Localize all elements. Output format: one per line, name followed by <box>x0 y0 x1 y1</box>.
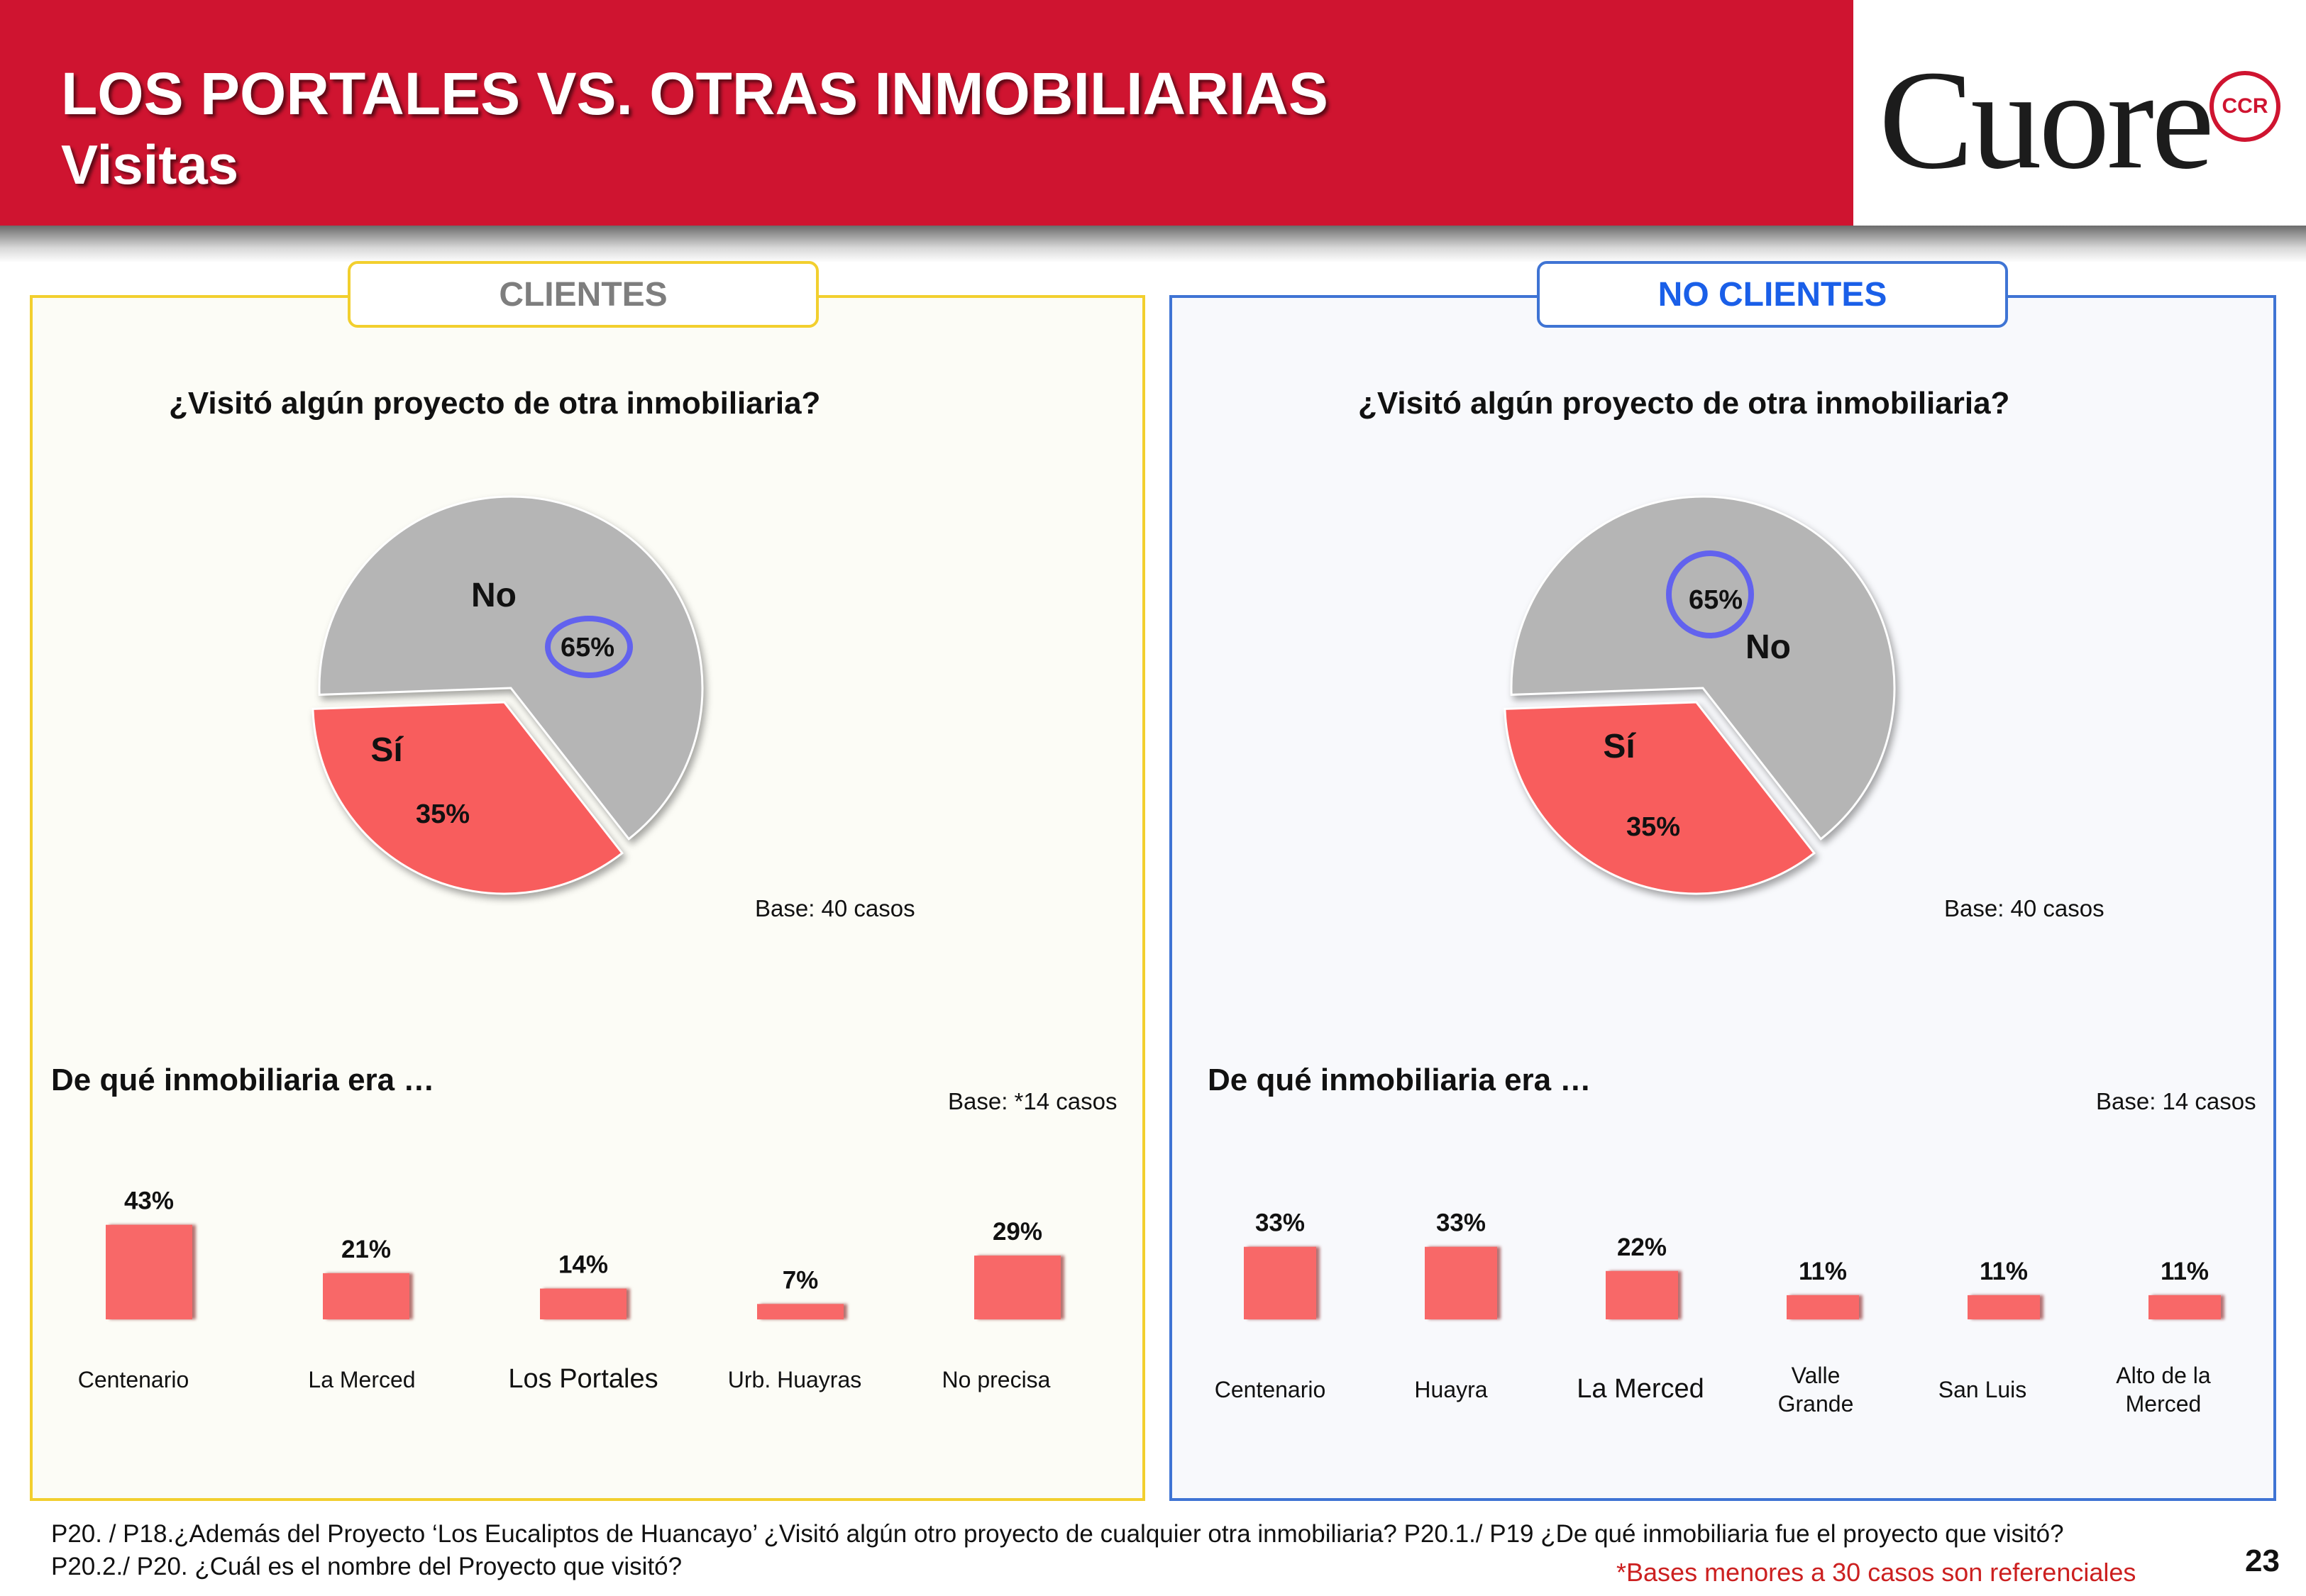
pie-slice-si <box>1504 701 1816 895</box>
bar <box>540 1288 627 1319</box>
clientes-bar-chart: 43% Centenario 21% La Merced 14% Los Portales… <box>78 1187 1061 1394</box>
bar-category-label: Alto de la <box>2116 1363 2211 1388</box>
bar-value-label: 21% <box>341 1236 391 1263</box>
bar <box>1425 1246 1497 1319</box>
tab-clientes: CLIENTES <box>348 261 819 328</box>
page-number: 23 <box>2245 1544 2280 1578</box>
no-clientes-bar-base: Base: 14 casos <box>2096 1088 2256 1114</box>
bar-value-label: 7% <box>783 1266 819 1294</box>
bar-category-label: Urb. Huayras <box>728 1367 862 1392</box>
header-bar <box>0 0 1853 226</box>
bar <box>2148 1295 2221 1319</box>
bar <box>1968 1295 2040 1319</box>
pie-slice-no <box>318 495 704 841</box>
tab-no-clientes: NO CLIENTES <box>1537 261 2008 328</box>
footnote: P20. / P18.¿Además del Proyecto ‘Los Euc… <box>51 1518 2064 1583</box>
bar-category-label: Centenario <box>1215 1377 1326 1402</box>
pie-label-no: No <box>1745 628 1791 666</box>
bar-value-label: 22% <box>1617 1234 1667 1261</box>
highlight-circle <box>545 616 633 678</box>
pie-value-no: 65% <box>561 633 614 663</box>
bar <box>323 1273 409 1319</box>
bar-category-label: San Luis <box>1938 1377 2027 1402</box>
header-shadow <box>0 226 2306 262</box>
no-clientes-bar-chart: 33% Centenario 33% Huayra 22% La Merced 11% Val… <box>1215 1209 2221 1417</box>
bar-category-label: Huayra <box>1414 1377 1487 1402</box>
bar <box>757 1304 844 1319</box>
bar-value-label: 29% <box>993 1218 1042 1246</box>
page-subtitle: Visitas <box>61 133 239 196</box>
bar-value-label: 14% <box>558 1251 608 1279</box>
clientes-pie-base: Base: 40 casos <box>755 895 915 921</box>
clientes-bar-base: Base: *14 casos <box>948 1088 1118 1114</box>
bar-value-label: 43% <box>124 1187 174 1215</box>
footnote-line-2: P20.2./ P20. ¿Cuál es el nombre del Proy… <box>51 1553 683 1580</box>
no-clientes-question: ¿Visitó algún proyecto de otra inmobilia… <box>1358 386 2010 421</box>
pie-value-si: 35% <box>416 799 470 829</box>
highlight-circle <box>1666 550 1754 638</box>
no-clientes-panel <box>1169 295 2276 1501</box>
pie-slice-si <box>311 701 624 895</box>
pie-value-no: 65% <box>1689 585 1743 615</box>
pie-value-si: 35% <box>1626 812 1680 842</box>
bar <box>106 1224 192 1319</box>
pie-label-no: No <box>471 577 517 614</box>
page-title: LOS PORTALES VS. OTRAS INMOBILIARIAS <box>61 60 1328 127</box>
footnote-line-1: P20. / P18.¿Además del Proyecto ‘Los Euc… <box>51 1520 2064 1548</box>
logo-badge: CCR <box>2210 71 2280 142</box>
bar-value-label: 11% <box>1799 1258 1847 1285</box>
bar-value-label: 33% <box>1436 1209 1486 1237</box>
bar <box>1606 1270 1678 1319</box>
bar <box>974 1256 1061 1319</box>
cuore-logo: Cuore CCR <box>1853 0 2306 226</box>
bar-category-label: Merced <box>2126 1391 2202 1417</box>
pie-slice-no <box>1510 495 1896 841</box>
bar-category-label: Valle <box>1792 1363 1841 1388</box>
bar <box>1244 1246 1316 1319</box>
bar-category-label: Los Portales <box>508 1364 658 1394</box>
no-clientes-pie-base: Base: 40 casos <box>1944 895 2104 921</box>
bar-category-label: Grande <box>1778 1391 1854 1417</box>
bases-note: *Bases menores a 30 casos son referencia… <box>1616 1558 2136 1587</box>
no-clientes-section-title: De qué inmobiliaria era … <box>1208 1063 1591 1097</box>
bar-value-label: 11% <box>1980 1258 2028 1285</box>
bar-category-label: No precisa <box>942 1367 1051 1392</box>
bar-category-label: La Merced <box>308 1367 415 1392</box>
bar <box>1787 1295 1859 1319</box>
bar-category-label: La Merced <box>1577 1374 1704 1404</box>
logo-text: Cuore <box>1879 42 2214 199</box>
bar-value-label: 11% <box>2161 1258 2209 1285</box>
pie-label-si: Sí <box>1603 728 1636 765</box>
clientes-section-title: De qué inmobiliaria era … <box>51 1063 435 1097</box>
clientes-question: ¿Visitó algún proyecto de otra inmobilia… <box>169 386 821 421</box>
clientes-pie-chart: No 65% Sí 35% <box>311 495 704 895</box>
bar-value-label: 33% <box>1255 1209 1305 1237</box>
pie-label-si: Sí <box>370 731 404 769</box>
bar-category-label: Centenario <box>78 1367 189 1392</box>
